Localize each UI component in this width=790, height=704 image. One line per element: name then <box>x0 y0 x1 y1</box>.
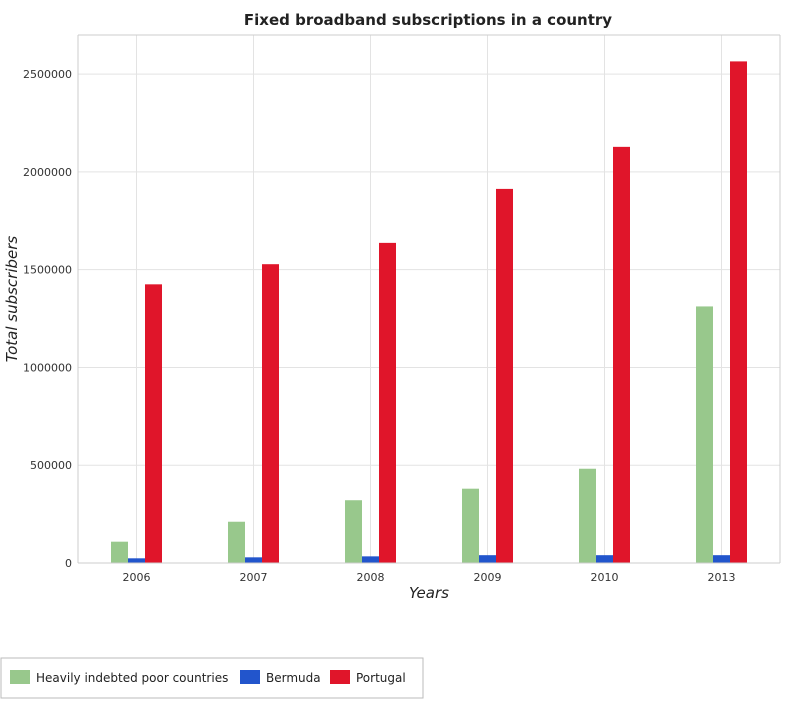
bar-2006-1 <box>128 558 145 563</box>
bar-2007-0 <box>228 521 245 563</box>
chart-title: Fixed broadband subscriptions in a count… <box>244 11 612 29</box>
bar-2013-0 <box>696 306 713 563</box>
legend-label: Bermuda <box>266 671 321 685</box>
legend-label: Portugal <box>356 671 406 685</box>
x-tick-label: 2008 <box>357 571 385 584</box>
bar-2008-1 <box>362 556 379 563</box>
y-axis-label: Total subscribers <box>3 236 21 363</box>
x-tick-label: 2013 <box>708 571 736 584</box>
legend-swatch <box>330 670 350 684</box>
y-axis-ticks: 0 500000 1000000 1500000 2000000 2500000 <box>23 68 72 570</box>
bar-2008-0 <box>345 500 362 563</box>
bar-2010-1 <box>596 555 613 563</box>
legend-swatch <box>240 670 260 684</box>
bar-2013-2 <box>730 61 747 564</box>
bar-2009-2 <box>496 188 513 563</box>
bars-group <box>111 61 747 564</box>
y-tick-label: 2000000 <box>23 166 72 179</box>
bar-2006-2 <box>145 284 162 563</box>
x-tick-label: 2006 <box>123 571 151 584</box>
bar-2013-1 <box>713 555 730 563</box>
y-tick-label: 500000 <box>30 459 72 472</box>
bar-2007-1 <box>245 557 262 563</box>
x-axis-ticks: 2006 2007 2008 2009 2010 2013 <box>123 571 736 584</box>
y-tick-label: 0 <box>65 557 72 570</box>
legend: Heavily indebted poor countries Bermuda Po… <box>0 657 424 699</box>
bar-2008-2 <box>379 242 396 563</box>
legend-box <box>0 657 424 699</box>
legend-swatch <box>10 670 30 684</box>
x-tick-label: 2010 <box>591 571 619 584</box>
y-tick-label: 2500000 <box>23 68 72 81</box>
bar-2009-1 <box>479 555 496 563</box>
bar-2006-0 <box>111 541 128 563</box>
bar-2010-2 <box>613 146 630 563</box>
y-tick-label: 1500000 <box>23 264 72 277</box>
plot-area <box>78 35 780 563</box>
bar-2010-0 <box>579 468 596 563</box>
legend-label: Heavily indebted poor countries <box>36 671 228 685</box>
grid-lines <box>78 35 780 564</box>
x-tick-label: 2007 <box>240 571 268 584</box>
x-axis-label: Years <box>409 584 449 602</box>
x-tick-label: 2009 <box>474 571 502 584</box>
bar-2009-0 <box>462 488 479 563</box>
y-tick-label: 1000000 <box>23 361 72 374</box>
bar-2007-2 <box>262 264 279 563</box>
